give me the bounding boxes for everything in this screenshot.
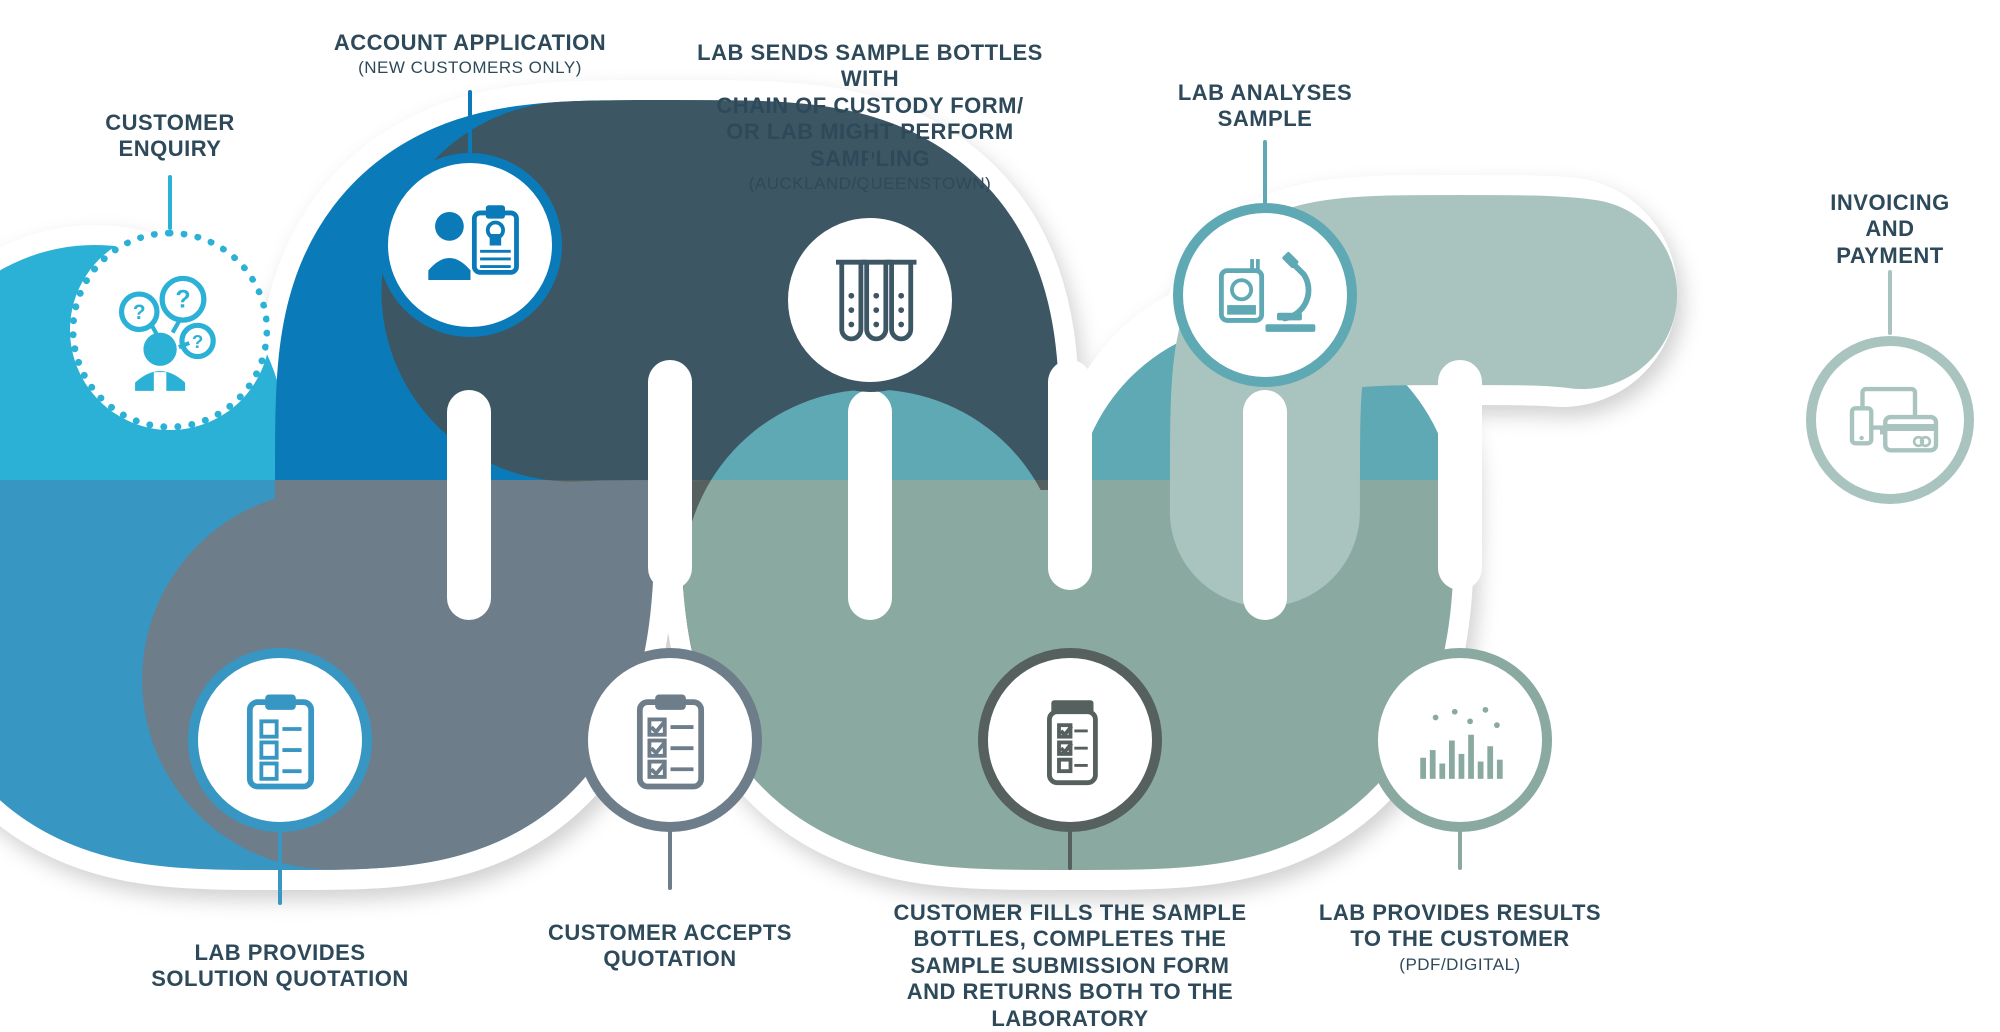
bar-results-icon xyxy=(1403,683,1518,798)
label-quotation: LAB PROVIDESSOLUTION QUOTATION xyxy=(80,940,480,993)
test-tubes-icon xyxy=(813,243,928,358)
label-title-results: LAB PROVIDES RESULTSTO THE CUSTOMER xyxy=(1260,900,1660,953)
label-enquiry: CUSTOMERENQUIRY xyxy=(0,110,370,163)
node-accept xyxy=(578,648,762,832)
enquiry-icon xyxy=(108,268,233,393)
sample-jar-icon xyxy=(1013,683,1128,798)
connector-fill xyxy=(1068,830,1072,870)
clipboard-empty-icon xyxy=(223,683,338,798)
connector-enquiry xyxy=(168,175,172,230)
node-analyse xyxy=(1173,203,1357,387)
label-title-account: ACCOUNT APPLICATION xyxy=(270,30,670,56)
connector-bottles xyxy=(868,150,872,210)
label-title-enquiry: CUSTOMERENQUIRY xyxy=(0,110,370,163)
label-account: ACCOUNT APPLICATION(NEW CUSTOMERS ONLY) xyxy=(270,30,670,79)
connector-accept xyxy=(668,830,672,890)
node-fill xyxy=(978,648,1162,832)
connector-results xyxy=(1458,830,1462,870)
node-account xyxy=(378,153,562,337)
devices-card-icon xyxy=(1838,368,1943,473)
label-title-fill: CUSTOMER FILLS THE SAMPLEBOTTLES, COMPLE… xyxy=(870,900,1270,1032)
label-fill: CUSTOMER FILLS THE SAMPLEBOTTLES, COMPLE… xyxy=(870,900,1270,1032)
label-title-analyse: LAB ANALYSESSAMPLE xyxy=(1065,80,1465,133)
label-sub-results: (PDF/DIGITAL) xyxy=(1260,955,1660,975)
connector-invoice xyxy=(1888,270,1892,335)
label-sub-account: (NEW CUSTOMERS ONLY) xyxy=(270,58,670,78)
node-enquiry xyxy=(70,230,270,430)
label-accept: CUSTOMER ACCEPTSQUOTATION xyxy=(470,920,870,973)
node-invoice xyxy=(1806,336,1974,504)
label-title-accept: CUSTOMER ACCEPTSQUOTATION xyxy=(470,920,870,973)
label-title-quotation: LAB PROVIDESSOLUTION QUOTATION xyxy=(80,940,480,993)
node-quotation xyxy=(188,648,372,832)
node-results xyxy=(1368,648,1552,832)
label-results: LAB PROVIDES RESULTSTO THE CUSTOMER(PDF/… xyxy=(1260,900,1660,975)
process-flow-diagram: CUSTOMERENQUIRY LAB PROVIDESSOLUTION QUOT… xyxy=(0,0,2000,1019)
lab-equip-icon xyxy=(1208,238,1323,353)
label-title-invoice: INVOICINGANDPAYMENT xyxy=(1690,190,2000,269)
connector-analyse xyxy=(1263,140,1267,205)
label-analyse: LAB ANALYSESSAMPLE xyxy=(1065,80,1465,133)
label-invoice: INVOICINGANDPAYMENT xyxy=(1690,190,2000,269)
connector-account xyxy=(468,90,472,155)
connector-quotation xyxy=(278,830,282,905)
node-bottles xyxy=(778,208,962,392)
clipboard-check-icon xyxy=(613,683,728,798)
account-lock-icon xyxy=(413,188,528,303)
